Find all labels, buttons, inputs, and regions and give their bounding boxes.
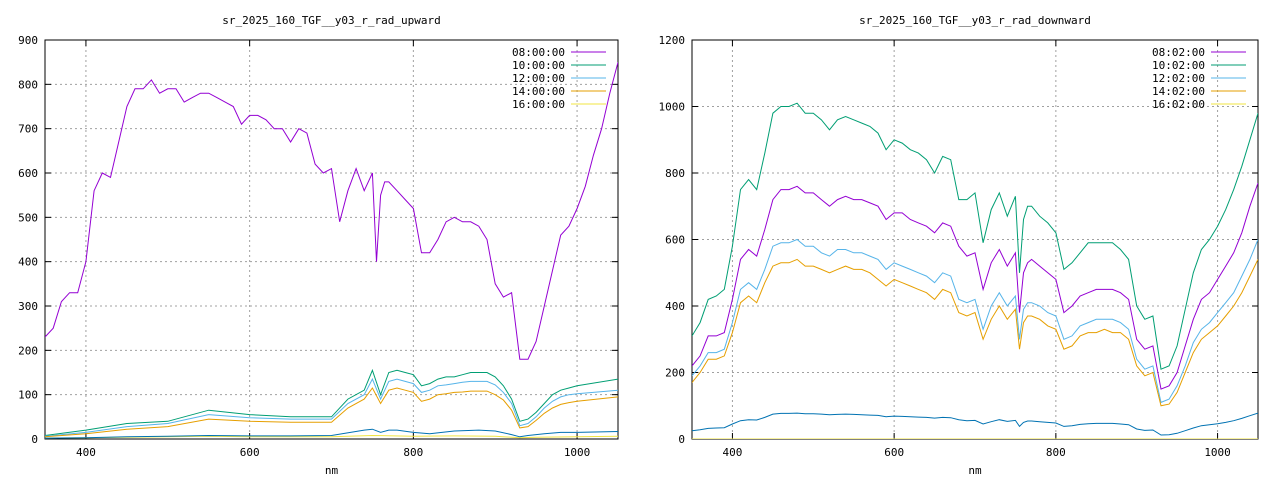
x-tick-label: 800 — [1046, 446, 1066, 459]
series-line-140000 — [45, 387, 618, 438]
y-tick-label: 100 — [18, 389, 38, 402]
chart-title: sr_2025_160_TGF__y03_r_rad_downward — [859, 14, 1091, 27]
x-tick-label: 1000 — [1204, 446, 1231, 459]
y-tick-label: 800 — [665, 167, 685, 180]
legend-label: 14:02:00 — [1152, 85, 1205, 98]
chart-title: sr_2025_160_TGF__y03_r_rad_upward — [222, 14, 441, 27]
y-tick-label: 1200 — [659, 34, 686, 47]
y-tick-label: 1000 — [659, 101, 686, 114]
y-tick-label: 700 — [18, 123, 38, 136]
legend-label: 08:00:00 — [512, 46, 565, 59]
legend-label: 12:02:00 — [1152, 72, 1205, 85]
y-tick-label: 400 — [18, 256, 38, 269]
y-tick-label: 500 — [18, 211, 38, 224]
y-tick-label: 600 — [665, 234, 685, 247]
plot-frame — [44, 39, 619, 440]
x-tick-label: 800 — [403, 446, 423, 459]
x-tick-label: 600 — [884, 446, 904, 459]
series-line-unlabeled-5 — [692, 412, 1258, 436]
y-tick-label: 0 — [678, 433, 685, 446]
x-axis-label: nm — [968, 464, 982, 477]
legend-label: 12:00:00 — [512, 72, 565, 85]
series-line-100000 — [45, 368, 618, 436]
series-line-140200 — [692, 258, 1258, 407]
x-axis-label: nm — [325, 464, 339, 477]
legend-label: 16:02:00 — [1152, 98, 1205, 111]
legend-label: 14:00:00 — [512, 85, 565, 98]
series-line-120000 — [45, 377, 618, 437]
x-tick-label: 400 — [76, 446, 96, 459]
chart-panel-1: sr_2025_160_TGF__y03_r_rad_upward 400 600 8… — [18, 14, 619, 477]
y-tick-label: 800 — [18, 78, 38, 91]
legend-label: 10:02:00 — [1152, 59, 1205, 72]
series-line-080000 — [45, 62, 618, 360]
y-tick-label: 400 — [665, 300, 685, 313]
series-line-080200 — [692, 182, 1258, 390]
legend-label: 16:00:00 — [512, 98, 565, 111]
chart-panel-2: sr_2025_160_TGF__y03_r_rad_downward 400 60… — [659, 14, 1259, 477]
x-tick-label: 1000 — [564, 446, 591, 459]
legend-label: 10:00:00 — [512, 59, 565, 72]
y-tick-label: 600 — [18, 167, 38, 180]
series-line-100200 — [692, 102, 1258, 370]
series-line-120200 — [692, 238, 1258, 404]
series-line-unlabeled-5 — [45, 428, 618, 439]
y-tick-label: 0 — [31, 433, 38, 446]
y-tick-label: 200 — [18, 344, 38, 357]
y-tick-label: 900 — [18, 34, 38, 47]
legend-label: 08:02:00 — [1152, 46, 1205, 59]
y-tick-label: 300 — [18, 300, 38, 313]
x-tick-label: 600 — [240, 446, 260, 459]
y-tick-label: 200 — [665, 367, 685, 380]
x-tick-label: 400 — [722, 446, 742, 459]
